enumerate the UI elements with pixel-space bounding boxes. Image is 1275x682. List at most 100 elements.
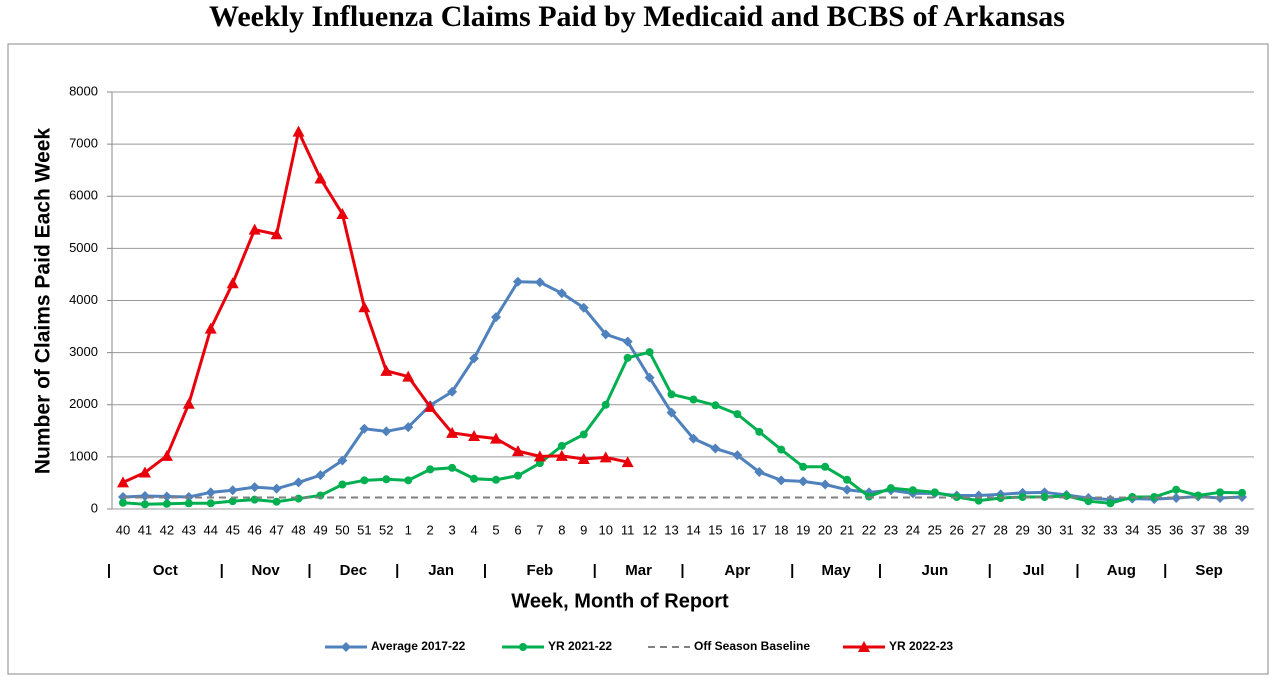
data-point: [1171, 493, 1182, 504]
x-tick-label: 36: [1169, 522, 1183, 537]
month-separator: |: [1075, 562, 1079, 579]
data-point: [821, 462, 830, 471]
x-tick-label: 48: [291, 522, 305, 537]
x-tick-label: 49: [313, 522, 327, 537]
data-point: [578, 302, 589, 313]
legend-label: YR 2021-22: [548, 639, 612, 653]
x-tick-label: 3: [449, 522, 456, 537]
data-point: [293, 477, 304, 488]
y-axis-label: Number of Claims Paid Each Week: [32, 128, 55, 475]
data-point: [292, 125, 305, 137]
x-tick-label: 22: [862, 522, 876, 537]
data-point: [359, 423, 370, 434]
data-point: [1238, 488, 1246, 497]
month-label: Oct: [153, 562, 178, 579]
data-point: [908, 486, 917, 495]
legend-label: Average 2017-22: [371, 639, 466, 653]
data-point: [448, 463, 457, 472]
data-point: [403, 422, 414, 433]
data-point: [776, 475, 787, 486]
data-point: [162, 499, 171, 508]
data-point: [360, 476, 369, 485]
data-point: [182, 397, 195, 409]
x-tick-label: 9: [580, 522, 587, 537]
x-tick-label: 47: [269, 522, 283, 537]
data-point: [358, 301, 371, 313]
month-label: Nov: [251, 562, 280, 579]
month-label: Jan: [428, 562, 454, 579]
x-tick-label: 44: [204, 522, 218, 537]
data-point: [206, 499, 215, 508]
x-tick-label: 1: [405, 522, 412, 537]
month-separator: |: [1163, 562, 1167, 579]
data-point: [446, 426, 459, 438]
x-tick-label: 41: [138, 522, 152, 537]
x-tick-label: 14: [686, 522, 700, 537]
x-tick-label: 5: [492, 522, 499, 537]
month-separator: |: [307, 562, 311, 579]
data-point: [820, 479, 831, 490]
data-point: [404, 476, 413, 485]
x-tick-label: 8: [558, 522, 565, 537]
data-point: [315, 470, 326, 481]
data-point: [492, 475, 500, 484]
data-point: [139, 490, 150, 501]
data-point: [381, 426, 392, 437]
series-line: [122, 280, 1243, 502]
data-point: [711, 401, 720, 410]
x-tick-label: 13: [664, 522, 678, 537]
x-tick-label: 11: [621, 522, 635, 537]
month-label: Feb: [527, 562, 554, 579]
data-point: [732, 450, 743, 461]
month-label: Jun: [921, 562, 948, 579]
data-point: [601, 400, 610, 409]
x-tick-label: 34: [1125, 522, 1139, 537]
x-tick-label: 39: [1235, 522, 1249, 537]
data-point: [645, 348, 654, 357]
x-tick-label: 42: [160, 522, 174, 537]
data-point: [622, 336, 633, 347]
month-label: Aug: [1107, 562, 1136, 579]
data-point: [623, 353, 632, 362]
y-tick-label: 5000: [69, 240, 98, 255]
x-tick-label: 20: [818, 522, 832, 537]
data-point: [621, 456, 634, 468]
data-point: [469, 353, 480, 364]
y-tick-label: 1000: [69, 448, 98, 463]
data-point: [248, 223, 261, 235]
y-tick-label: 8000: [69, 83, 98, 98]
data-point: [1018, 493, 1027, 502]
x-tick-label: 12: [642, 522, 656, 537]
x-tick-label: 40: [116, 522, 130, 537]
data-point: [754, 466, 765, 477]
legend-label: Off Season Baseline: [694, 639, 810, 653]
data-point: [447, 386, 458, 397]
data-point: [1172, 485, 1181, 494]
x-tick-label: 31: [1059, 522, 1073, 537]
data-point: [513, 471, 522, 480]
month-separator: |: [680, 562, 684, 579]
x-tick-label: 32: [1081, 522, 1095, 537]
series-line: [122, 350, 1243, 506]
data-point: [886, 484, 895, 493]
x-tick-label: 30: [1037, 522, 1051, 537]
data-point: [974, 496, 983, 505]
data-point: [382, 475, 391, 484]
data-point: [468, 430, 481, 442]
y-tick-label: 7000: [69, 136, 98, 151]
x-tick-label: 17: [752, 522, 766, 537]
data-point: [577, 452, 590, 464]
month-separator: |: [593, 562, 597, 579]
data-point: [666, 407, 677, 418]
data-point: [1040, 493, 1049, 502]
x-tick-label: 6: [514, 522, 521, 537]
x-tick-label: 4: [470, 522, 477, 537]
data-point: [140, 500, 149, 509]
data-point: [117, 476, 129, 488]
data-point: [799, 462, 808, 471]
x-tick-label: 45: [225, 522, 239, 537]
month-label: Apr: [724, 562, 750, 579]
data-point: [930, 488, 939, 497]
data-point: [1106, 499, 1115, 508]
